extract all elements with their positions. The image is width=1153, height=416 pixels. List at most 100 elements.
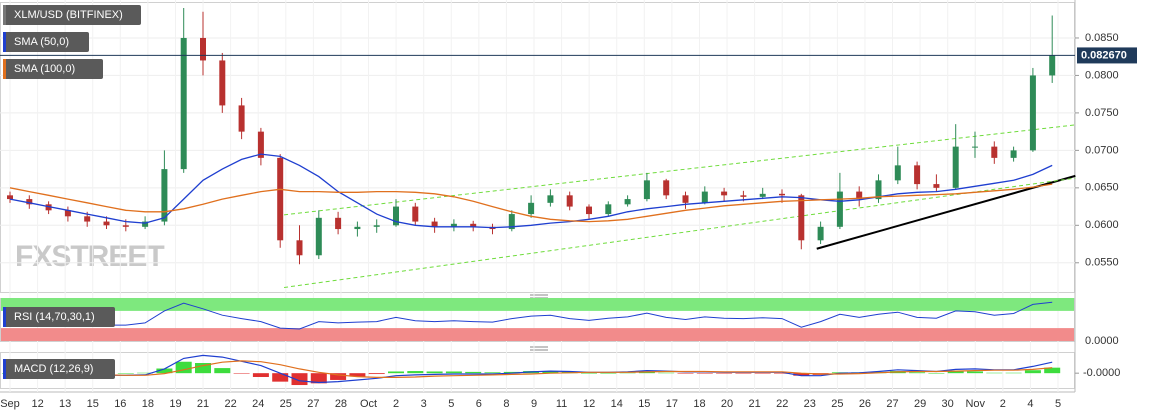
candle-body bbox=[952, 146, 959, 188]
legend-box bbox=[3, 307, 115, 327]
candle-body bbox=[972, 146, 978, 148]
rsi-line bbox=[9, 301, 1053, 330]
macd-histogram-bar bbox=[735, 373, 752, 374]
macd-histogram-bar bbox=[310, 373, 327, 384]
macd-histogram-bar bbox=[1044, 367, 1061, 374]
candle-body bbox=[277, 157, 284, 241]
candle-body bbox=[643, 180, 650, 200]
legend-swatch bbox=[3, 307, 6, 327]
macd-histogram-bar bbox=[600, 373, 617, 374]
macd-histogram-bar bbox=[619, 372, 636, 374]
macd-histogram-bar bbox=[793, 373, 810, 376]
y-tick-label: 0.0600 bbox=[1085, 219, 1119, 231]
x-tick-label: 5 bbox=[1055, 398, 1061, 410]
macd-histogram-bar bbox=[291, 373, 308, 386]
macd-histogram-bar bbox=[407, 371, 424, 374]
candle-body bbox=[914, 165, 921, 185]
candle-body bbox=[894, 165, 901, 181]
y-tick-label: 0.0750 bbox=[1085, 107, 1119, 119]
x-tick-label: 15 bbox=[638, 398, 650, 410]
macd-histogram-bar bbox=[484, 372, 501, 374]
x-tick-label: 13 bbox=[59, 398, 71, 410]
candle-body bbox=[933, 184, 940, 188]
x-tick-label: 8 bbox=[503, 398, 509, 410]
last-price-box bbox=[1077, 47, 1137, 64]
y-tick-label: 0.0650 bbox=[1085, 182, 1119, 194]
y-tick-label: -0.0000 bbox=[1083, 367, 1120, 379]
macd-histogram-bar bbox=[272, 373, 289, 382]
macd-histogram-bar bbox=[928, 373, 945, 374]
x-tick-label: 24 bbox=[252, 398, 264, 410]
rsi-overbought-zone bbox=[1, 298, 1074, 311]
macd-histogram-bar bbox=[754, 373, 771, 374]
candle-body bbox=[161, 169, 168, 222]
legend-box bbox=[3, 359, 115, 379]
candle-body bbox=[779, 193, 785, 196]
macd-histogram-bar bbox=[503, 371, 520, 374]
x-tick-label: 27 bbox=[307, 398, 319, 410]
trendline bbox=[816, 174, 1076, 250]
x-tick-label: 14 bbox=[611, 398, 623, 410]
macd-histogram-bar bbox=[214, 368, 231, 374]
macd-histogram-bar bbox=[1005, 372, 1022, 374]
legend-box bbox=[3, 5, 141, 25]
candle-body bbox=[875, 180, 882, 200]
candle-body bbox=[605, 204, 612, 215]
candle-body bbox=[470, 223, 477, 227]
y-tick-label: 0.0000 bbox=[1085, 335, 1119, 347]
macd-histogram-bar bbox=[137, 372, 154, 374]
candle-body bbox=[45, 204, 52, 211]
x-tick-label: 15 bbox=[87, 398, 99, 410]
legend-label: RSI (14,70,30,1) bbox=[14, 311, 95, 323]
x-tick-label: 18 bbox=[142, 398, 154, 410]
macd-histogram-bar bbox=[909, 372, 926, 374]
candle-body bbox=[624, 199, 631, 205]
macd-histogram-bar bbox=[658, 372, 675, 374]
macd-histogram-bar bbox=[581, 373, 597, 374]
candle-body bbox=[817, 226, 824, 241]
legend-swatch bbox=[3, 32, 6, 52]
candle-body bbox=[103, 221, 110, 226]
candle-body bbox=[84, 216, 91, 222]
legend-swatch bbox=[3, 359, 6, 379]
candle-body bbox=[431, 221, 438, 227]
macd-histogram-bar bbox=[426, 371, 443, 374]
legend-box bbox=[3, 32, 89, 52]
candle-body bbox=[721, 191, 728, 196]
candle-body bbox=[373, 225, 380, 227]
legend-swatch bbox=[3, 5, 6, 25]
candle-body bbox=[528, 202, 535, 215]
x-tick-label: 5 bbox=[448, 398, 454, 410]
macd-histogram-bar bbox=[117, 373, 134, 374]
macd-line bbox=[9, 354, 1053, 384]
watermark: FXSTREET bbox=[15, 240, 164, 273]
candle-body bbox=[412, 206, 419, 222]
x-tick-label: 16 bbox=[114, 398, 126, 410]
legend-label: SMA (50,0) bbox=[14, 36, 69, 48]
legend-label: MACD (12,26,9) bbox=[14, 363, 93, 375]
macd-histogram-bar bbox=[1024, 370, 1041, 374]
x-tick-label: 23 bbox=[804, 398, 816, 410]
candle-body bbox=[1049, 55, 1056, 76]
candle-body bbox=[759, 193, 766, 197]
candle-body bbox=[740, 195, 747, 197]
x-tick-label: Sep bbox=[0, 398, 20, 410]
legend-box bbox=[3, 59, 103, 79]
candle-body bbox=[219, 60, 226, 106]
y-tick-label: 0.0700 bbox=[1085, 144, 1119, 156]
candle-body bbox=[122, 225, 129, 227]
x-tick-label: Nov bbox=[965, 398, 985, 410]
x-tick-label: 9 bbox=[531, 398, 537, 410]
macd-histogram-bar bbox=[638, 371, 655, 374]
macd-histogram-bar bbox=[967, 371, 983, 374]
macd-histogram-bar bbox=[330, 373, 347, 380]
x-tick-label: 28 bbox=[335, 398, 347, 410]
macd-histogram-bar bbox=[465, 371, 482, 374]
candle-body bbox=[547, 195, 554, 203]
candle-body bbox=[257, 131, 264, 158]
x-tick-label: 17 bbox=[666, 398, 678, 410]
macd-histogram-bar bbox=[252, 373, 269, 377]
legend-label: SMA (100,0) bbox=[14, 63, 75, 75]
candle-body bbox=[663, 180, 670, 196]
